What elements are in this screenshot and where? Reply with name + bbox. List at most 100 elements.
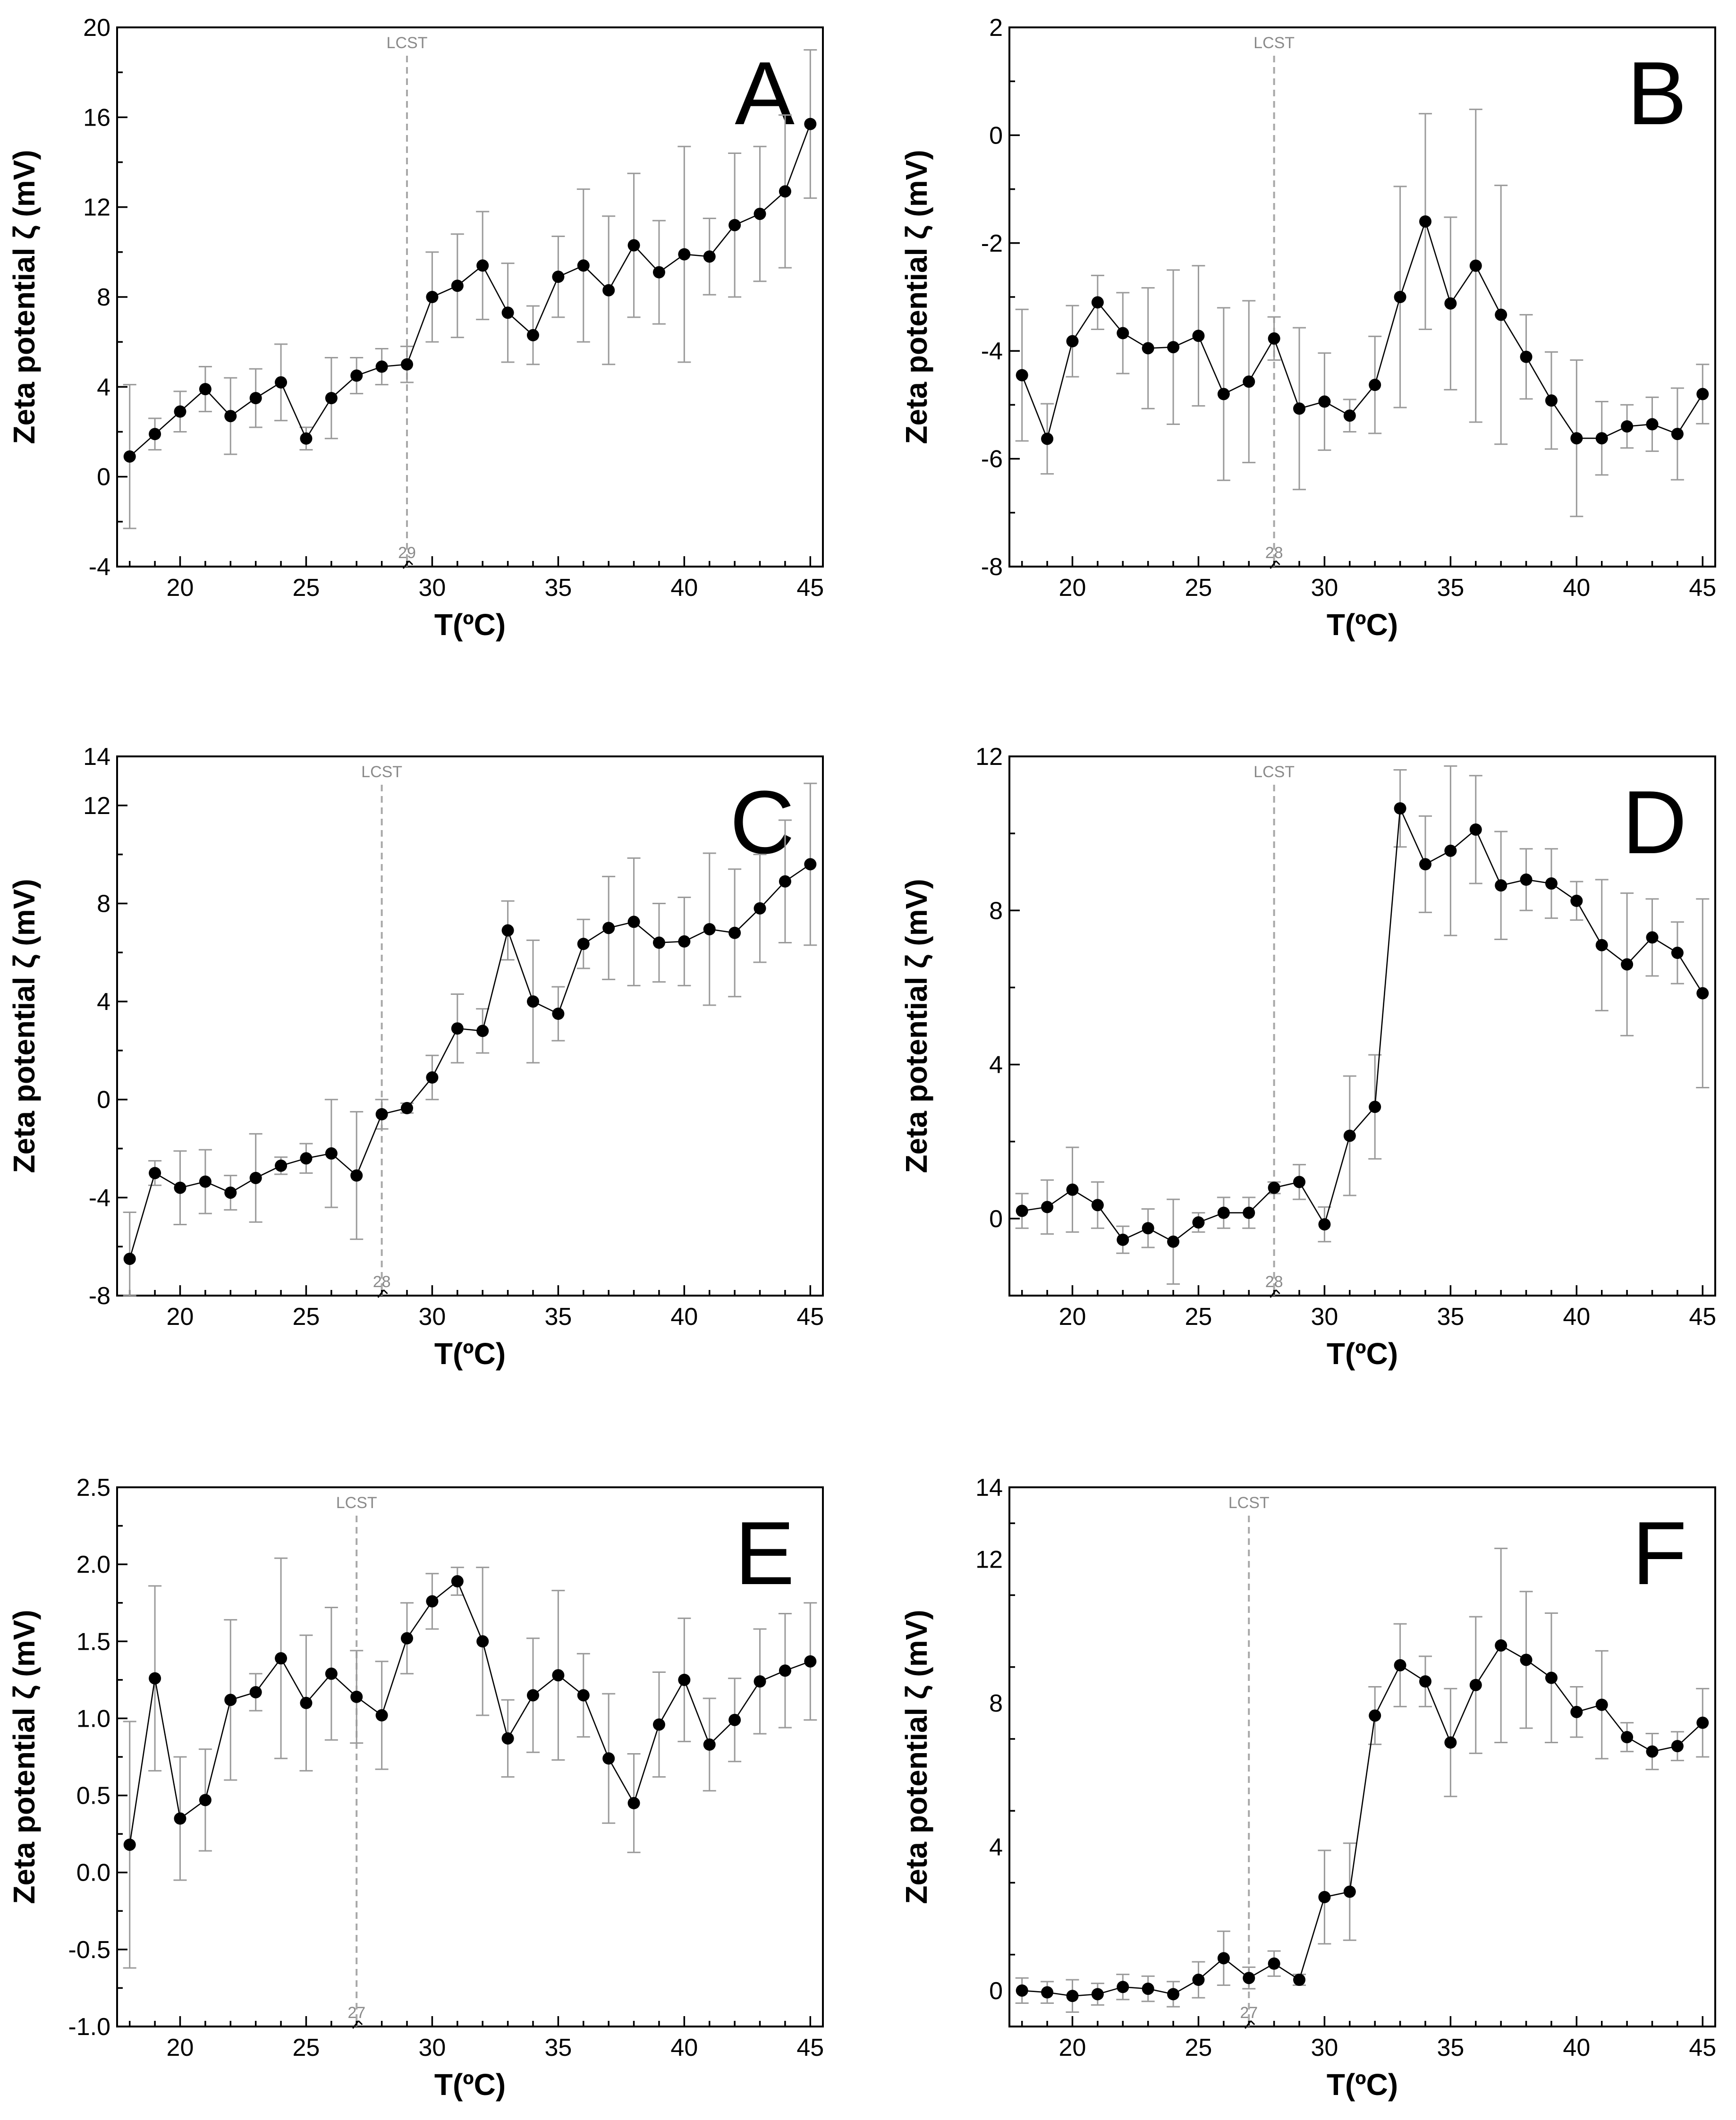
data-point (1167, 341, 1180, 354)
data-point (754, 1675, 766, 1688)
y-tick-label: -8 (981, 553, 1003, 581)
data-point (300, 1696, 313, 1709)
panel-letter: E (735, 1503, 795, 1603)
y-tick-label: 16 (83, 104, 110, 131)
data-point (350, 1169, 363, 1182)
lcst-label: LCST (1228, 1494, 1270, 1512)
data-point (703, 250, 716, 263)
lcst-value-label: 27 (1240, 2004, 1258, 2022)
lcst-axis-mark (1270, 560, 1280, 569)
y-tick-label: 2.5 (76, 1474, 110, 1501)
y-tick-label: 0 (97, 464, 110, 491)
x-tick-label: 20 (1059, 574, 1086, 602)
y-tick-label: 4 (989, 1833, 1003, 1861)
data-point (300, 1152, 313, 1165)
y-tick-label: 12 (975, 743, 1003, 771)
data-point (1192, 1974, 1205, 1986)
data-point (627, 1797, 640, 1809)
data-point (526, 329, 539, 341)
x-tick-label: 30 (418, 2034, 446, 2061)
data-point (1217, 388, 1230, 400)
chart-panel-c: 20 25 30 35 40 45 -8 -4 0 4 8 12 14 T(ºC) Zeta potenti… (7, 743, 824, 1371)
data-point (678, 248, 691, 261)
data-point (1394, 291, 1406, 303)
y-tick-label: 0.5 (76, 1782, 110, 1810)
data-point (401, 1632, 414, 1645)
data-point (1117, 327, 1129, 339)
data-point (224, 1186, 237, 1199)
data-point (1167, 1235, 1180, 1248)
data-point (552, 1008, 565, 1020)
data-point (1621, 420, 1634, 433)
y-axis-title: Zeta potential ζ (mV) (899, 1610, 933, 1904)
y-tick-label: -6 (981, 446, 1003, 473)
data-point (1646, 1745, 1659, 1758)
x-tick-label: 45 (796, 1303, 824, 1331)
data-point (1671, 947, 1684, 959)
x-axis-title: T(ºC) (1327, 1337, 1398, 1371)
chart-panel-e: 20 25 30 35 40 45 -1.0 -0.5 0.0 0.5 1.0 1.5 2.0 2.5 T(… (7, 1474, 824, 2102)
y-tick-label: 4 (989, 1052, 1003, 1079)
data-point (652, 266, 665, 279)
data-point (1268, 332, 1280, 345)
data-point (1469, 259, 1482, 272)
y-axis-title: Zeta potential ζ (mV) (7, 150, 41, 444)
x-tick-label: 40 (670, 574, 698, 602)
lcst-label: LCST (1253, 34, 1295, 52)
lcst-value-label: 28 (373, 1273, 391, 1291)
plot-frame (116, 26, 824, 568)
data-point (1293, 402, 1306, 415)
y-tick-label: 8 (97, 890, 110, 917)
data-point (1646, 418, 1659, 431)
y-tick-label: 2 (989, 14, 1003, 42)
data-point (501, 1732, 514, 1745)
lcst-axis-mark (402, 560, 414, 569)
x-tick-label: 45 (1689, 574, 1716, 602)
chart-panel-b: 20 25 30 35 40 45 -8 -6 -4 -2 0 2 T(ºC) Zeta potentia… (899, 14, 1716, 642)
data-point (451, 1022, 464, 1035)
data-point (1444, 844, 1457, 857)
x-tick-label: 45 (1689, 1303, 1716, 1331)
data-point (1545, 1671, 1558, 1684)
y-tick-label: 12 (83, 792, 110, 820)
data-point (350, 369, 363, 382)
y-tick-label: 0 (989, 1977, 1003, 2005)
lcst-value-label: 27 (347, 2004, 365, 2022)
data-point (552, 1669, 565, 1682)
y-tick-label: 12 (975, 1546, 1003, 1573)
data-point (1520, 1654, 1533, 1666)
data-point (451, 1575, 464, 1588)
plot-frame (1008, 26, 1716, 568)
lcst-axis-mark (1245, 2020, 1255, 2029)
data-point (1343, 409, 1356, 422)
panel-letter: B (1627, 43, 1687, 144)
data-point (1394, 802, 1406, 815)
data-point (1318, 1218, 1331, 1231)
data-point (501, 924, 514, 937)
x-tick-label: 35 (544, 2034, 572, 2061)
data-point (375, 1108, 388, 1120)
data-point (1293, 1974, 1306, 1986)
x-tick-label: 25 (1185, 1303, 1212, 1331)
data-point (804, 1655, 817, 1668)
y-tick-label: 0 (989, 1205, 1003, 1233)
data-point (602, 922, 615, 934)
x-tick-label: 25 (1185, 574, 1212, 602)
x-tick-label: 35 (1437, 1303, 1464, 1331)
y-tick-label: 0 (989, 122, 1003, 149)
data-point (1041, 1986, 1054, 1999)
y-tick-label: 0 (97, 1086, 110, 1114)
x-tick-label: 40 (670, 1303, 698, 1331)
data-point (1016, 1204, 1028, 1217)
data-point (1595, 1698, 1608, 1711)
data-point (1369, 379, 1381, 391)
y-axis-title: Zeta potential ζ (mV) (899, 879, 933, 1173)
data-point (627, 239, 640, 252)
data-point (401, 358, 414, 371)
data-point (1066, 1990, 1079, 2002)
y-tick-label: 8 (989, 1690, 1003, 1717)
data-point (350, 1690, 363, 1703)
data-point (1268, 1181, 1280, 1194)
data-point (728, 219, 741, 231)
